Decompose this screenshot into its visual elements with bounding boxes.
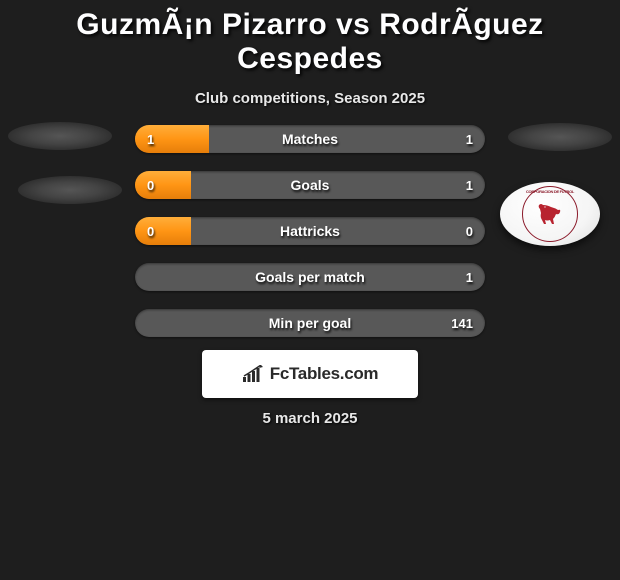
stat-fill-left bbox=[135, 217, 191, 245]
lion-icon bbox=[535, 199, 565, 229]
stat-label: Hattricks bbox=[280, 223, 340, 239]
right-team-badge: CORPORACION DE FUTBOL bbox=[500, 182, 600, 246]
stat-label: Goals bbox=[291, 177, 330, 193]
stat-right-value: 0 bbox=[466, 224, 473, 239]
stat-right-value: 1 bbox=[466, 270, 473, 285]
stat-left-value: 0 bbox=[147, 224, 154, 239]
stat-right-value: 1 bbox=[466, 132, 473, 147]
stat-row-goals-per-match: Goals per match 1 bbox=[135, 263, 485, 291]
stat-row-hattricks: 0 Hattricks 0 bbox=[135, 217, 485, 245]
stat-label: Min per goal bbox=[269, 315, 351, 331]
left-team-shadow-1 bbox=[8, 122, 112, 150]
stat-left-value: 0 bbox=[147, 178, 154, 193]
stat-label: Goals per match bbox=[255, 269, 365, 285]
stat-row-min-per-goal: Min per goal 141 bbox=[135, 309, 485, 337]
date-text: 5 march 2025 bbox=[262, 410, 357, 427]
lion-logo-icon: CORPORACION DE FUTBOL bbox=[522, 186, 578, 242]
badge-ring-text: CORPORACION DE FUTBOL bbox=[526, 189, 574, 194]
stat-row-matches: 1 Matches 1 bbox=[135, 125, 485, 153]
stat-fill-left bbox=[135, 171, 191, 199]
page-title: GuzmÃ¡n Pizarro vs RodrÃ­guez Cespedes bbox=[0, 0, 620, 76]
chart-icon bbox=[242, 365, 264, 383]
stat-left-value: 1 bbox=[147, 132, 154, 147]
stat-label: Matches bbox=[282, 131, 338, 147]
brand-text: FcTables.com bbox=[270, 364, 379, 384]
stat-right-value: 141 bbox=[451, 316, 473, 331]
stat-row-goals: 0 Goals 1 bbox=[135, 171, 485, 199]
stat-right-value: 1 bbox=[466, 178, 473, 193]
brand-logo-box[interactable]: FcTables.com bbox=[202, 350, 418, 398]
stats-container: 1 Matches 1 0 Goals 1 0 Hattricks 0 Goal… bbox=[135, 125, 485, 355]
right-team-shadow bbox=[508, 123, 612, 151]
page-subtitle: Club competitions, Season 2025 bbox=[0, 90, 620, 107]
left-team-shadow-2 bbox=[18, 176, 122, 204]
